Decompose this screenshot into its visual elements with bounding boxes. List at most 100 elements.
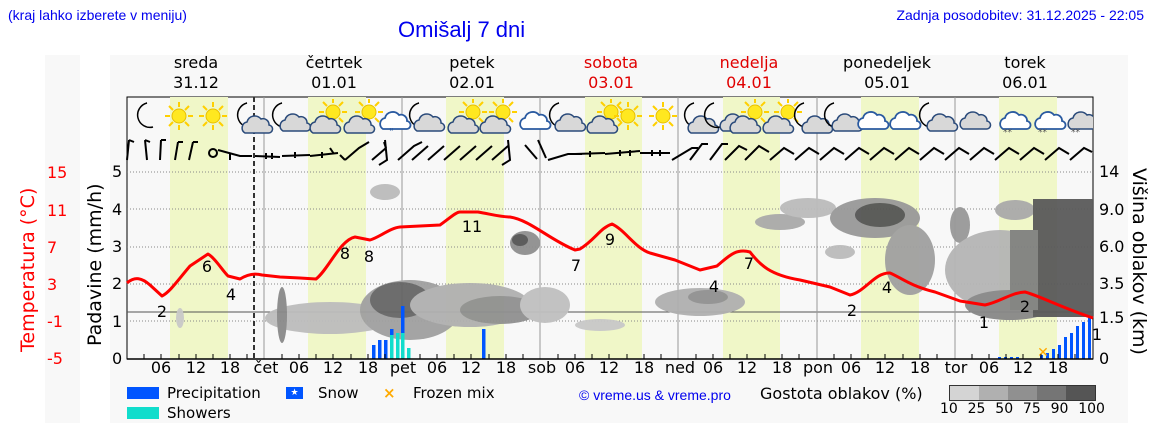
- cloud-density-ticks: 10 25 50 75 90 100: [940, 401, 1105, 417]
- legend-showers: Showers: [167, 404, 231, 422]
- x-tick: 18: [495, 358, 517, 377]
- svg-text:7: 7: [744, 254, 754, 273]
- x-tick: tor: [944, 358, 968, 377]
- cloud-tick: 0: [1099, 349, 1110, 368]
- cloud-tick: 3.5: [1099, 274, 1125, 293]
- temp-axis-panel: [45, 55, 80, 423]
- temp-tick: 7: [47, 238, 58, 257]
- copyright-link[interactable]: © vreme.us & vreme.pro: [579, 387, 731, 403]
- x-tick: 06: [564, 358, 586, 377]
- precip-tick: 2: [112, 274, 123, 293]
- frozen-mix-icon: ×: [383, 384, 396, 402]
- cloud-icon: [889, 111, 922, 130]
- sun-cloud-icon: [309, 97, 348, 134]
- precipitation-swatch: [127, 387, 159, 399]
- x-tick: 18: [1047, 358, 1069, 377]
- day-label: petek 02.01: [449, 53, 495, 92]
- day-label-weekend: sobota 03.01: [583, 53, 639, 92]
- x-tick: 06: [288, 358, 310, 377]
- temperature-labels: 2 6 4 8 8 11 7 9 4 7 2 4 1 2 1: [157, 217, 1102, 344]
- moon-cloud-icon: [236, 102, 274, 134]
- sun-icon: [648, 101, 678, 131]
- moon-cloud-icon: [271, 102, 312, 132]
- temperature-line: [126, 210, 1094, 320]
- svg-text:11: 11: [462, 217, 482, 236]
- cloud-density-scale: [949, 385, 1096, 401]
- svg-text:2: 2: [1020, 297, 1030, 316]
- x-tick: ned: [664, 358, 696, 377]
- wind-barbs: [126, 139, 1093, 166]
- temp-tick: 11: [47, 201, 68, 220]
- svg-text:4: 4: [709, 277, 719, 296]
- weather-icons-row: " ** ** **: [127, 97, 1100, 138]
- x-tick: 18: [771, 358, 793, 377]
- legend-snow: Snow: [318, 384, 359, 402]
- day-label: sreda 31.12: [173, 53, 219, 92]
- svg-text:1: 1: [979, 313, 989, 332]
- temp-tick: 15: [47, 163, 68, 182]
- x-tick: 18: [219, 358, 241, 377]
- svg-text:": ": [389, 127, 394, 135]
- x-tick: pon: [802, 358, 834, 377]
- sun-cloud-icon: [762, 97, 803, 134]
- cloud-tick: 1.5: [1099, 308, 1125, 327]
- precip-tick: 3: [112, 237, 123, 256]
- legend-precipitation: Precipitation: [167, 384, 261, 402]
- x-tick: 18: [357, 358, 379, 377]
- svg-text:1: 1: [1092, 325, 1102, 344]
- cloud-rain-icon: ": [379, 111, 412, 138]
- temp-tick: -1: [47, 312, 63, 331]
- x-tick: čet: [253, 358, 279, 377]
- sun-cloud-icon: [343, 97, 384, 134]
- x-tick: 12: [598, 358, 620, 377]
- x-axis-ticks: [143, 354, 1076, 359]
- precip-tick: 1: [112, 312, 123, 331]
- cloud-tick: 9.0: [1099, 200, 1125, 219]
- moon-cloud-icon: [548, 102, 587, 132]
- precip-tick: 4: [112, 200, 123, 219]
- day-label-weekend: nedelja 04.01: [719, 53, 779, 92]
- legend-frozen-mix: Frozen mix: [413, 384, 495, 402]
- x-tick: pet: [389, 358, 417, 377]
- x-tick: 06: [840, 358, 862, 377]
- cloud-icon: [959, 111, 992, 130]
- cloud-icon: [519, 111, 552, 130]
- sun-cloud-icon: [586, 97, 626, 134]
- x-tick: 06: [150, 358, 172, 377]
- moon-cloud-icon: [918, 102, 959, 132]
- x-tick: 12: [460, 358, 482, 377]
- svg-text:2: 2: [157, 302, 167, 321]
- moon-cloud-icon: [683, 102, 720, 134]
- showers-swatch: [127, 407, 159, 419]
- cloud-tick: 14: [1099, 162, 1120, 181]
- temp-tick: 3: [47, 275, 58, 294]
- svg-text:9: 9: [605, 230, 615, 249]
- precip-tick: 5: [112, 162, 123, 181]
- moon-icon: [136, 102, 154, 129]
- last-update: Zadnja posodobitev: 31.12.2025 - 22:05: [896, 7, 1144, 23]
- cloud-density: [176, 184, 1093, 343]
- x-tick: 18: [909, 358, 931, 377]
- x-tick: 06: [702, 358, 724, 377]
- cloud-snow-icon: **: [999, 111, 1032, 138]
- sun-cloud-rain-icon: [479, 97, 518, 134]
- day-label: torek 06.01: [1002, 53, 1048, 92]
- day-label: ponedeljek 05.01: [843, 53, 931, 92]
- x-tick: 12: [874, 358, 896, 377]
- x-tick: 18: [633, 358, 655, 377]
- page-title: Omišalj 7 dni: [398, 17, 526, 42]
- x-tick: sob: [527, 358, 557, 377]
- moon-cloud-rain-icon: [408, 102, 446, 132]
- svg-text:**: **: [1003, 128, 1013, 135]
- cloud-tick: 6.0: [1099, 237, 1125, 256]
- x-tick: 12: [322, 358, 344, 377]
- location-hint[interactable]: (kraj lahko izberete v meniju): [8, 7, 187, 23]
- x-tick: 06: [978, 358, 1000, 377]
- cloud-snow-icon: **: [1067, 111, 1100, 138]
- cloud-density-label: Gostota oblakov (%): [760, 384, 923, 403]
- sun-icon: [164, 101, 194, 131]
- showers-bars: [390, 333, 411, 359]
- sun-icon: [613, 101, 643, 131]
- svg-text:2: 2: [847, 301, 857, 320]
